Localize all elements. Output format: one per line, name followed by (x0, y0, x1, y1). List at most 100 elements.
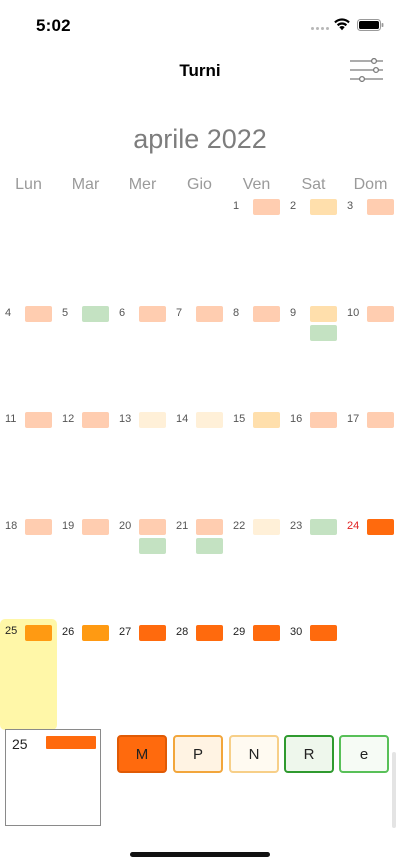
shift-marker (253, 518, 280, 535)
day-cell[interactable]: 28 (171, 625, 228, 730)
scroll-indicator[interactable] (392, 752, 396, 828)
month-title: aprile 2022 (133, 124, 267, 154)
day-cell[interactable]: 29 (228, 625, 285, 730)
day-number: 25 (5, 625, 18, 637)
day-cell[interactable]: 22 (228, 518, 285, 624)
home-indicator (130, 852, 270, 857)
shift-marker (367, 305, 394, 322)
day-cell[interactable]: 20 (114, 518, 171, 624)
wifi-icon (334, 18, 350, 31)
shift-marker (25, 305, 52, 322)
day-cell[interactable]: 24 (342, 518, 399, 624)
day-number: 4 (5, 306, 12, 319)
day-number: 16 (290, 413, 303, 425)
day-number: 28 (176, 626, 189, 638)
preview-day-number: 25 (12, 736, 28, 752)
shift-marker (196, 537, 223, 554)
day-cell[interactable]: 26 (57, 625, 114, 730)
day-cell[interactable]: 25 (0, 619, 57, 730)
filter-settings-icon[interactable] (349, 58, 384, 82)
battery-icon (357, 19, 384, 31)
shift-marker (196, 518, 223, 535)
day-cell[interactable]: 12 (57, 412, 114, 517)
shift-marker (196, 412, 223, 428)
day-number: 21 (176, 519, 189, 532)
day-number: 3 (347, 200, 354, 212)
day-number: 26 (62, 626, 75, 638)
shift-marker (310, 199, 337, 215)
shift-marker (139, 305, 166, 322)
day-number: 11 (5, 413, 17, 425)
day-cell[interactable]: 8 (228, 305, 285, 411)
day-cell[interactable]: 17 (342, 412, 399, 517)
status-bar: 5:02 (0, 0, 400, 50)
weekday-thu: Gio (187, 176, 212, 193)
day-number: 17 (347, 413, 360, 425)
day-cell[interactable]: 10 (342, 305, 399, 411)
day-number: 13 (119, 413, 132, 425)
day-cell[interactable]: 9 (285, 305, 342, 411)
shift-marker (367, 518, 394, 535)
day-number: 10 (347, 306, 360, 319)
weekday-fri: Ven (242, 176, 271, 193)
day-cell[interactable]: 23 (285, 518, 342, 624)
shift-marker (25, 625, 52, 641)
preview-shift-marker (46, 736, 96, 749)
day-number: 1 (233, 200, 240, 212)
day-cell[interactable]: 4 (0, 305, 57, 411)
shift-marker (82, 518, 109, 535)
day-number: 22 (233, 519, 246, 532)
day-number: 24 (347, 519, 360, 532)
day-cell[interactable]: 1 (228, 199, 285, 304)
day-number: 9 (290, 306, 297, 319)
day-number: 5 (62, 306, 69, 319)
day-number: 20 (119, 519, 132, 532)
day-number: 27 (119, 626, 132, 638)
day-cell[interactable]: 7 (171, 305, 228, 411)
shift-button-e[interactable]: e (339, 735, 389, 773)
day-cell[interactable]: 19 (57, 518, 114, 624)
day-cell[interactable]: 27 (114, 625, 171, 730)
day-cell[interactable]: 3 (342, 199, 399, 304)
shift-marker (253, 199, 280, 215)
day-cell[interactable]: 14 (171, 412, 228, 517)
shift-marker (253, 305, 280, 322)
day-cell[interactable]: 15 (228, 412, 285, 517)
day-cell[interactable]: 18 (0, 518, 57, 624)
shift-marker (310, 305, 337, 322)
shift-marker (139, 537, 166, 554)
day-number: 12 (62, 413, 75, 425)
shift-marker (82, 412, 109, 428)
status-time: 5:02 (36, 16, 71, 35)
day-cell[interactable]: 13 (114, 412, 171, 517)
selected-day-preview: 25 (5, 729, 101, 826)
page-title: Turni (179, 61, 221, 80)
shift-marker (367, 412, 394, 428)
day-cell[interactable]: 30 (285, 625, 342, 730)
shift-button-n[interactable]: N (229, 735, 279, 773)
day-number: 18 (5, 519, 18, 532)
shift-marker (139, 412, 166, 428)
weekday-mon: Lun (15, 176, 42, 193)
day-number: 14 (176, 413, 189, 425)
shift-button-r[interactable]: R (284, 735, 334, 773)
day-cell[interactable]: 6 (114, 305, 171, 411)
day-number: 23 (290, 519, 303, 532)
day-cell[interactable]: 21 (171, 518, 228, 624)
day-number: 2 (290, 200, 297, 212)
shift-marker (253, 625, 280, 641)
day-number: 19 (62, 519, 75, 532)
day-number: 8 (233, 306, 240, 319)
day-cell[interactable]: 11 (0, 412, 57, 517)
shift-marker (196, 625, 223, 641)
day-number: 7 (176, 306, 183, 319)
weekday-wed: Mer (128, 176, 157, 193)
shift-marker (25, 412, 52, 428)
shift-button-m[interactable]: M (117, 735, 167, 773)
shift-marker (367, 199, 394, 215)
shift-button-p[interactable]: P (173, 735, 223, 773)
day-number: 6 (119, 306, 126, 319)
day-cell[interactable]: 5 (57, 305, 114, 411)
day-cell[interactable]: 16 (285, 412, 342, 517)
day-cell[interactable]: 2 (285, 199, 342, 304)
